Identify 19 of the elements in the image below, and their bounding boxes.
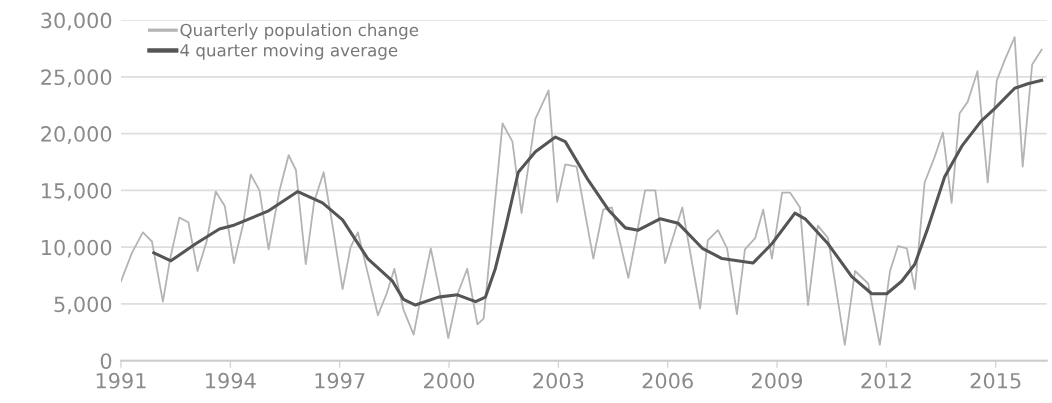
- x-tick-label: 2012: [861, 372, 911, 389]
- x-tick-label: 2009: [752, 372, 803, 389]
- x-tick-label: 2000: [424, 372, 475, 389]
- x-tick-label: 1997: [315, 372, 365, 389]
- legend-label: 4 quarter moving average: [180, 43, 398, 60]
- x-tick-label: 2015: [970, 372, 1021, 389]
- x-tick-label: 2006: [642, 372, 693, 389]
- y-tick-label: 20,000: [41, 126, 112, 144]
- y-tick-label: 25,000: [41, 69, 112, 88]
- y-tick-label: 30,000: [41, 12, 112, 31]
- x-tick-label: 2003: [533, 372, 584, 389]
- legend-label: Quarterly population change: [180, 23, 419, 40]
- y-tick-label: 5,000: [54, 296, 112, 315]
- line-series: [152, 78, 1044, 307]
- x-tick-label: 1991: [96, 372, 146, 389]
- y-tick-label: 10,000: [42, 239, 112, 258]
- y-tick-label: 15,000: [42, 182, 112, 201]
- x-tick-label: 1994: [206, 372, 256, 389]
- y-tick-label: 0: [100, 353, 112, 369]
